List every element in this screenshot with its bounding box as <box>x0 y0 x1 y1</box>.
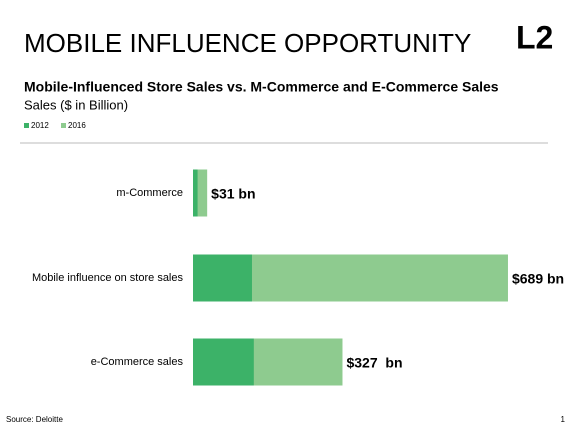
category-label: e-Commerce sales <box>91 356 184 368</box>
value-label: $689 bn <box>512 271 564 287</box>
bar <box>193 338 254 386</box>
bar <box>193 254 252 302</box>
bar <box>193 169 198 217</box>
chart-subtitle: Mobile-Influenced Store Sales vs. M-Comm… <box>24 79 499 95</box>
page-number: 1 <box>561 415 566 424</box>
unit-label: Sales ($ in Billion) <box>24 97 128 112</box>
value-label: $31 bn <box>211 186 255 202</box>
source: Source: Deloitte <box>6 415 63 424</box>
slide-title: MOBILE INFLUENCE OPPORTUNITY <box>24 28 471 58</box>
value-label: $327 bn <box>346 355 402 371</box>
category-label: Mobile influence on store sales <box>32 272 184 284</box>
legend-swatch <box>24 123 29 128</box>
legend-swatch <box>61 123 66 128</box>
legend-label: 2012 <box>31 121 49 130</box>
category-label: m-Commerce <box>116 187 183 199</box>
logo: L2 <box>516 19 553 55</box>
legend-label: 2016 <box>68 121 86 130</box>
